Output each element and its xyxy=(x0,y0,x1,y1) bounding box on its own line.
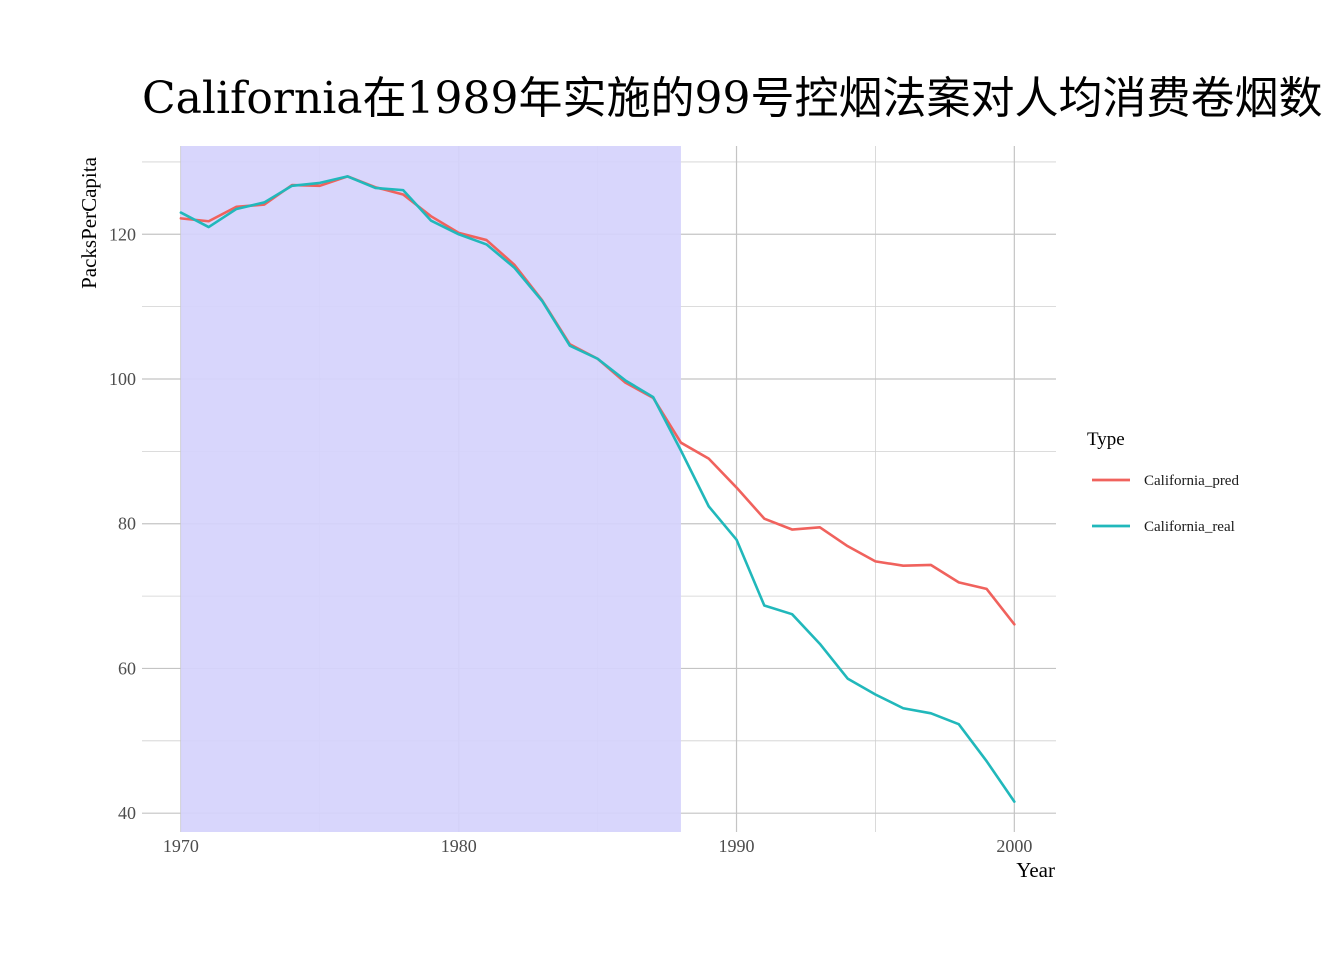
y-axis-tick-labels: 40 60 80 100 120 xyxy=(109,224,136,823)
x-tick-label: 1980 xyxy=(441,836,477,856)
legend-label: California_real xyxy=(1144,519,1235,535)
y-tick-label: 60 xyxy=(118,658,136,678)
x-tick-label: 2000 xyxy=(996,836,1032,856)
series-lines xyxy=(179,175,1016,803)
y-tick-label: 120 xyxy=(109,224,136,244)
series-line-california-real xyxy=(179,175,1016,803)
legend-title: Type xyxy=(1087,429,1125,450)
x-tick-label: 1990 xyxy=(719,836,755,856)
x-axis-tick-labels: 1970 1980 1990 2000 xyxy=(163,836,1032,856)
legend-item: California_real xyxy=(1092,519,1235,535)
legend-item: California_pred xyxy=(1092,473,1239,489)
y-tick-label: 80 xyxy=(118,514,136,534)
y-axis-title: PacksPerCapita xyxy=(77,156,101,288)
legend-label: California_pred xyxy=(1144,473,1239,489)
y-tick-label: 100 xyxy=(109,369,136,389)
y-tick-label: 40 xyxy=(118,803,136,823)
x-axis-title: Year xyxy=(1016,858,1055,882)
pre-treatment-shaded-region xyxy=(180,146,681,832)
x-tick-label: 1970 xyxy=(163,836,199,856)
chart-title: California在1989年实施的99号控烟法案对人均消费卷烟数 xyxy=(142,73,1322,124)
legend: Type California_pred California_real xyxy=(1087,429,1239,535)
